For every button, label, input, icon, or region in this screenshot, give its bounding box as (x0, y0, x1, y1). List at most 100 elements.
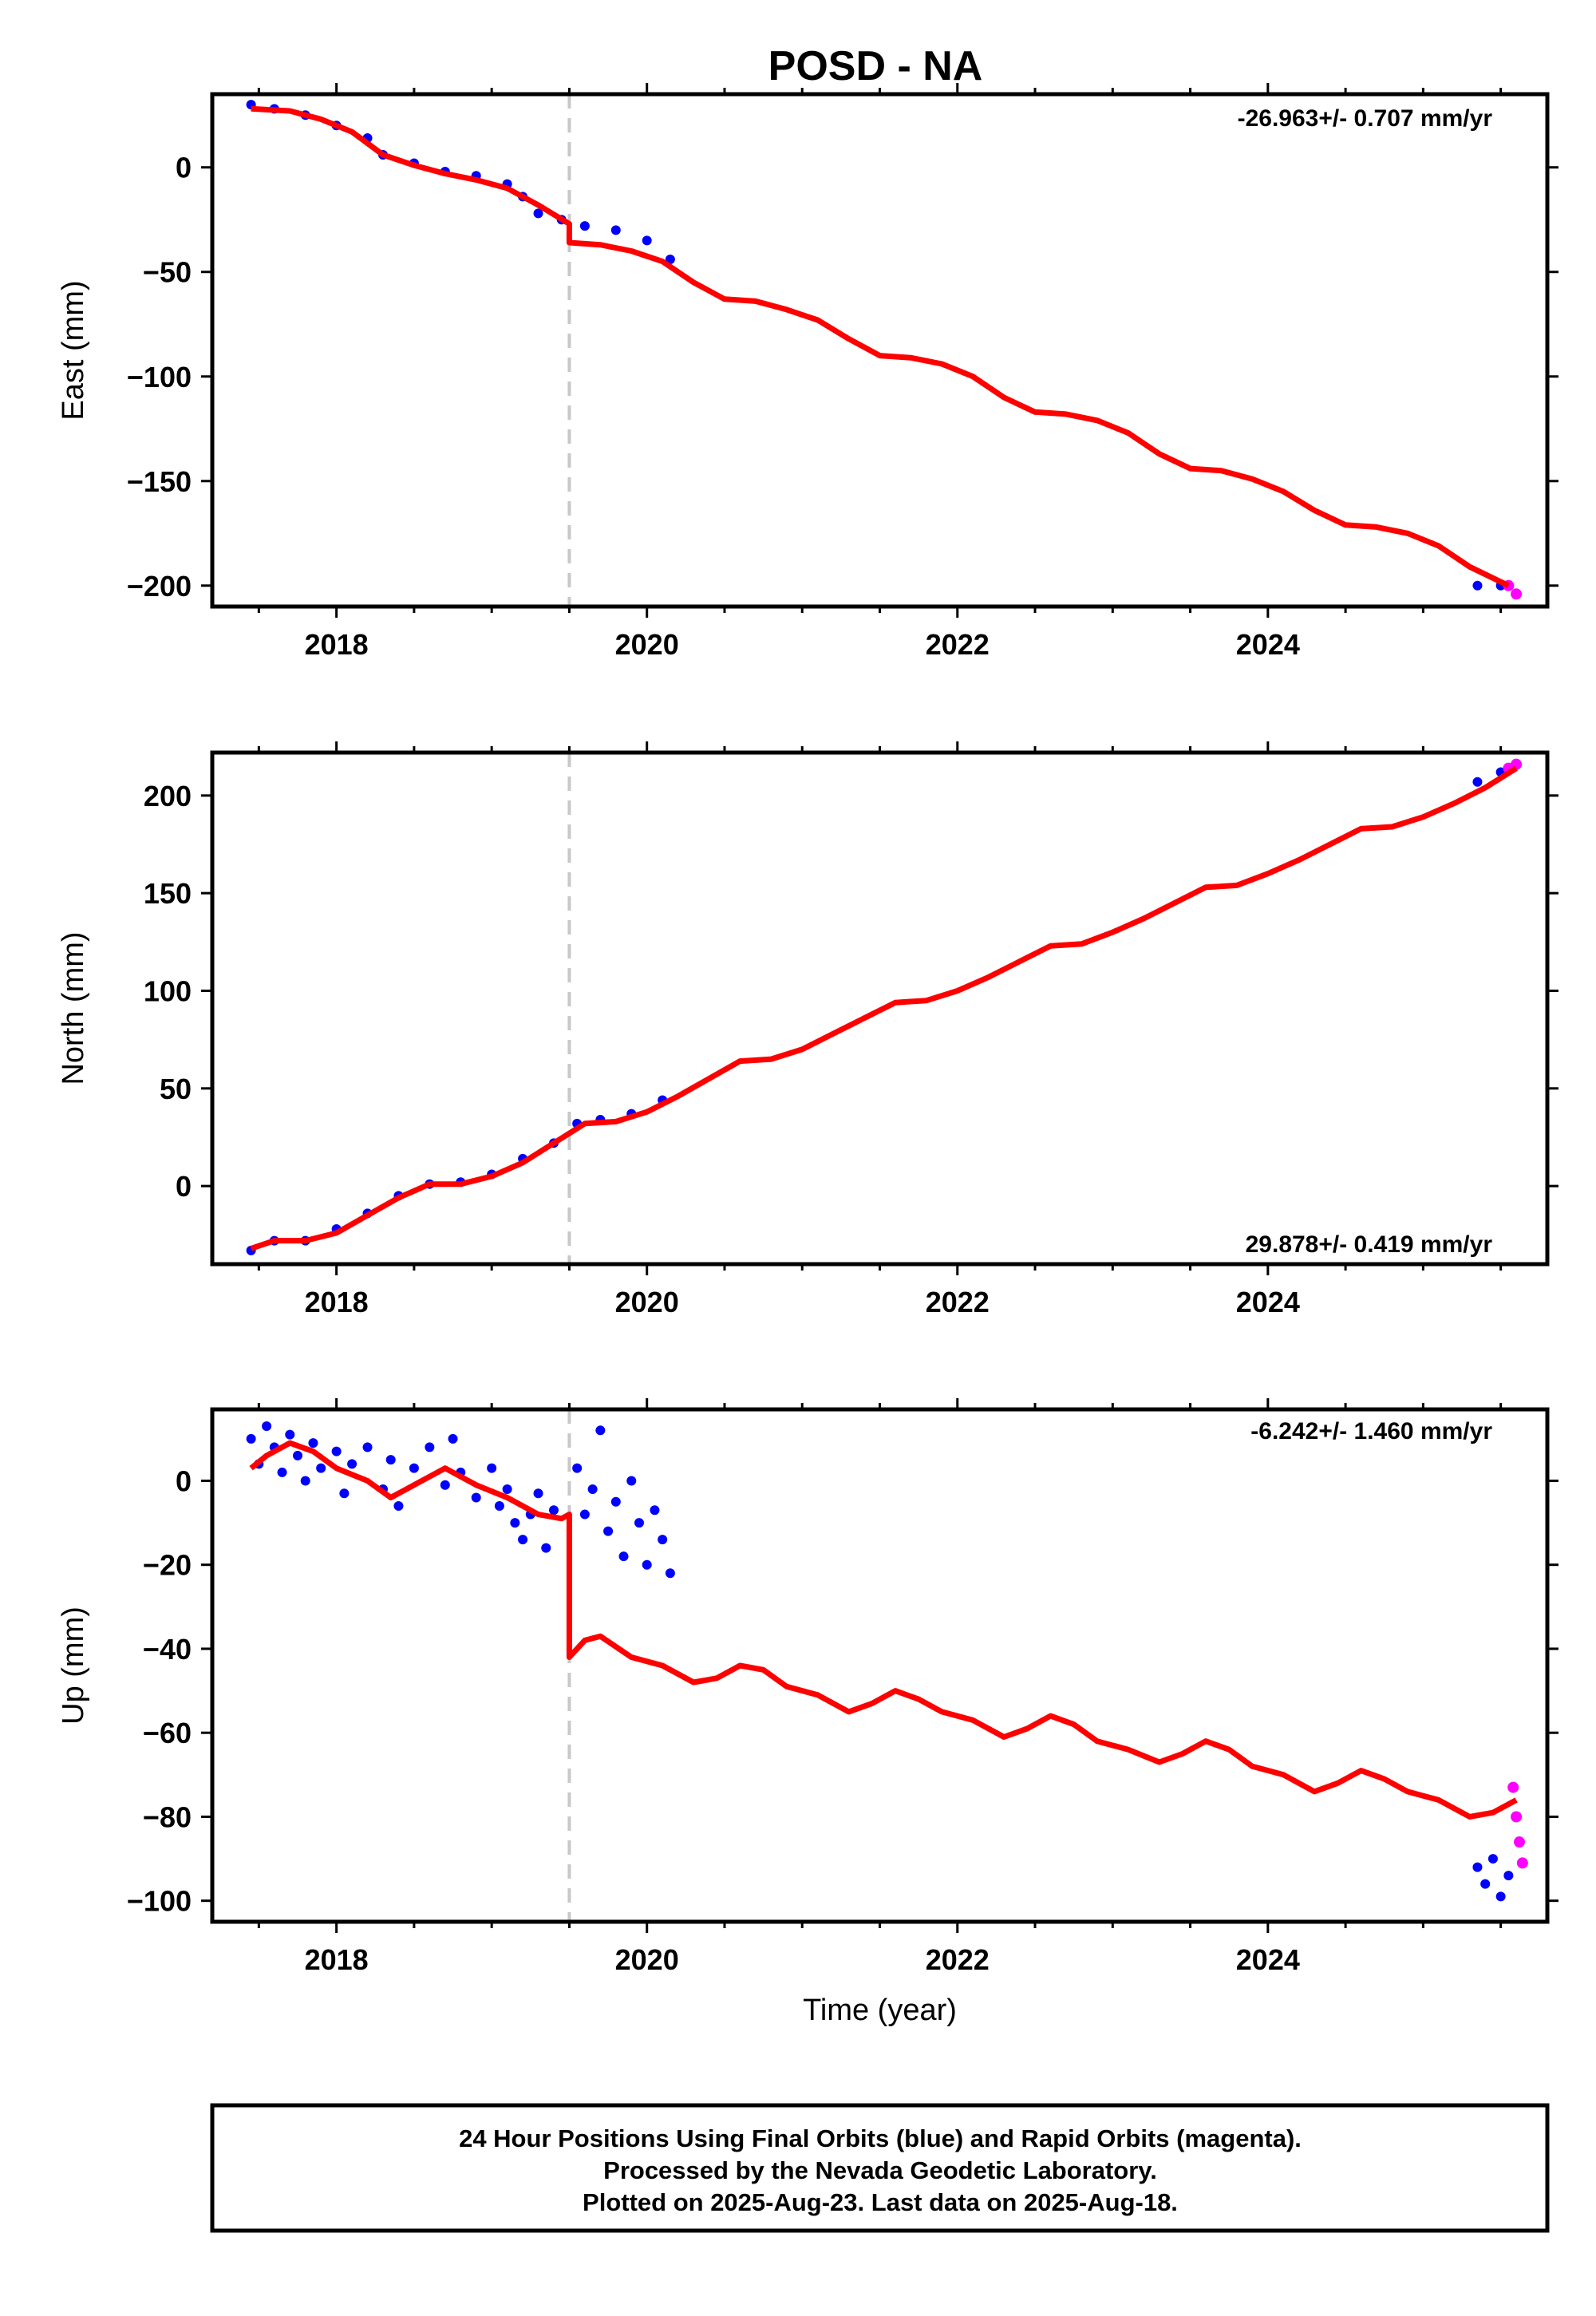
y-tick-label: −50 (143, 256, 192, 289)
final-orbit-point (285, 1429, 295, 1440)
final-orbit-point (579, 221, 590, 231)
final-orbit-point (610, 1496, 621, 1507)
final-orbit-point (347, 1459, 358, 1469)
x-tick-label: 2020 (615, 1943, 679, 1976)
x-tick-label: 2020 (615, 1286, 679, 1318)
final-orbit-point (610, 225, 621, 235)
final-orbit-point (471, 1492, 481, 1503)
final-orbit-point (665, 1568, 675, 1579)
final-orbit-point (1503, 1871, 1514, 1881)
rapid-orbit-point (1507, 1781, 1519, 1793)
final-orbit-point (603, 1526, 614, 1536)
final-orbit-point (339, 1488, 350, 1499)
rapid-orbit-point (1511, 588, 1523, 600)
rate-annotation: -6.242+/- 1.460 mm/yr (1250, 1418, 1492, 1445)
y-tick-label: 100 (144, 974, 192, 1007)
y-tick-label: 50 (160, 1073, 192, 1105)
x-tick-label: 2018 (305, 1943, 369, 1976)
y-tick-label: −100 (127, 1885, 192, 1918)
y-tick-label: 0 (176, 1170, 192, 1203)
panel-up: 0 −20 −40 −60 −80 −100 2018 2020 2022 2024 Up (mm)… (57, 1398, 1558, 2027)
footer-line-3: Plotted on 2025-Aug-23. Last data on 202… (583, 2188, 1178, 2216)
final-orbit-point (510, 1518, 520, 1528)
x-tick-label: 2018 (305, 628, 369, 661)
final-orbit-point (1480, 1879, 1491, 1889)
final-orbit-point (548, 1505, 559, 1516)
final-orbit-point (448, 1433, 458, 1444)
model-curve (250, 765, 1518, 1251)
footer-line-2: Processed by the Nevada Geodetic Laborat… (603, 2156, 1157, 2184)
y-tick-label: −100 (127, 361, 192, 393)
final-orbit-point (572, 1463, 583, 1473)
rate-annotation: 29.878+/- 0.419 mm/yr (1246, 1231, 1493, 1258)
final-orbit-point (1495, 1891, 1506, 1902)
rapid-orbit-point (1513, 1836, 1525, 1848)
y-tick-label: −200 (127, 570, 192, 603)
x-tick-label: 2020 (615, 628, 679, 661)
final-orbit-point (579, 1509, 590, 1520)
final-orbit-point (331, 1446, 342, 1456)
y-tick-label: 150 (144, 877, 192, 910)
final-orbit-point (626, 1476, 637, 1486)
final-orbit-point (262, 1421, 272, 1432)
panel-east: 0 −50 −100 −150 −200 2018 2020 2022 2024 East (mm… (57, 83, 1558, 661)
final-orbit-point (634, 1518, 644, 1528)
final-orbit-point (409, 1463, 419, 1473)
final-orbit-point (658, 1535, 668, 1545)
rate-annotation: -26.963+/- 0.707 mm/yr (1238, 105, 1493, 132)
final-orbit-point (502, 1484, 512, 1494)
y-tick-label: 200 (144, 780, 192, 812)
chart-title: POSD - NA (768, 43, 983, 89)
x-axis-label: Time (year) (803, 1994, 957, 2027)
y-axis-label: Up (mm) (57, 1607, 90, 1725)
final-orbit-point (393, 1501, 404, 1512)
final-orbit-point (425, 1442, 435, 1452)
final-orbit-point (533, 1488, 543, 1499)
final-orbit-point (292, 1450, 302, 1460)
final-orbit-point (440, 1480, 450, 1490)
final-orbit-point (494, 1501, 504, 1512)
final-orbit-point (362, 1442, 373, 1452)
rapid-orbit-point (1511, 1811, 1523, 1823)
final-orbit-point (642, 1559, 652, 1570)
x-tick-label: 2024 (1236, 1943, 1300, 1976)
final-orbit-point (1487, 1854, 1498, 1864)
y-tick-label: −80 (143, 1800, 192, 1833)
footer-border (210, 2103, 1550, 2233)
y-tick-label: 0 (176, 1464, 192, 1497)
final-orbit-point (518, 1535, 528, 1545)
y-tick-label: −40 (143, 1633, 192, 1666)
final-orbit-point (308, 1438, 318, 1448)
final-orbit-point (1472, 777, 1483, 787)
final-orbit-point (316, 1463, 326, 1473)
final-orbit-point (300, 1476, 310, 1486)
y-tick-label: −20 (143, 1549, 192, 1582)
final-orbit-point (277, 1467, 287, 1477)
y-axis-label: East (mm) (57, 280, 90, 420)
final-orbit-point (650, 1505, 660, 1516)
y-tick-label: 0 (176, 152, 192, 184)
x-tick-label: 2022 (926, 628, 990, 661)
model-curve (249, 1440, 1518, 1820)
x-tick-label: 2018 (305, 1286, 369, 1318)
final-orbit-point (533, 208, 543, 219)
x-tick-label: 2024 (1236, 628, 1300, 661)
model-curve (251, 105, 1510, 588)
y-tick-label: −60 (143, 1717, 192, 1749)
final-orbit-point (487, 1463, 497, 1473)
footer-line-1: 24 Hour Positions Using Final Orbits (bl… (459, 2124, 1302, 2152)
final-orbit-point (1472, 580, 1483, 591)
final-orbit-point (642, 235, 652, 246)
final-orbit-point (1472, 1862, 1483, 1872)
y-axis-label: North (mm) (57, 931, 90, 1085)
panel-north: 200 150 100 50 0 2018 2020 2022 2024 North (mm) 29… (57, 741, 1558, 1318)
plot-frame (210, 92, 1550, 609)
x-tick-label: 2022 (926, 1286, 990, 1318)
final-orbit-point (595, 1425, 606, 1436)
final-orbit-point (587, 1484, 598, 1494)
final-orbit-point (246, 1433, 256, 1444)
y-tick-label: −150 (127, 465, 192, 498)
final-orbit-point (541, 1543, 551, 1553)
x-tick-label: 2024 (1236, 1286, 1300, 1318)
